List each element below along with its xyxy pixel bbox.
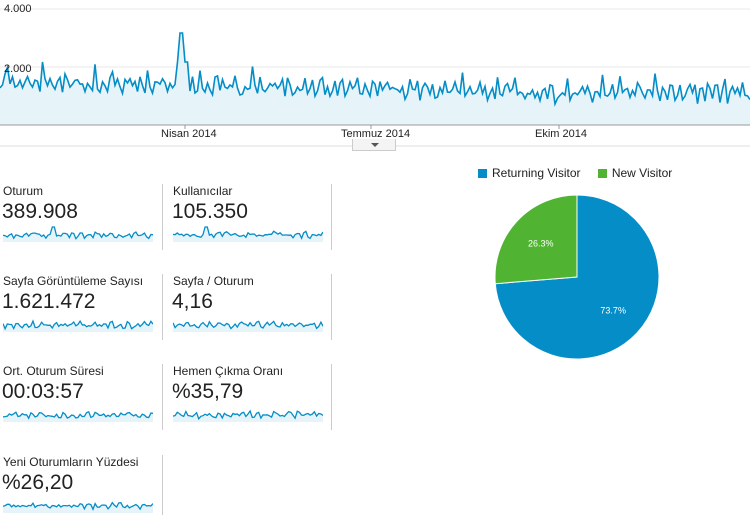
sparkline-line	[173, 409, 323, 421]
metric-label: Yeni Oturumların Yüzdesi	[3, 455, 139, 469]
y-tick-2000: 2.000	[4, 63, 32, 75]
metric-divider	[331, 184, 332, 250]
metric-label: Oturum	[3, 184, 44, 198]
chevron-down-icon	[371, 143, 379, 147]
metric-divider	[162, 184, 163, 250]
x-label-temmuz: Temmuz 2014	[341, 128, 411, 140]
metric-label: Ort. Oturum Süresi	[3, 364, 104, 378]
metric-divider	[331, 274, 332, 340]
sparkline-line	[3, 501, 153, 512]
sparkline-line	[3, 319, 153, 331]
sessions-timeline-chart	[0, 8, 750, 147]
sparkline	[173, 409, 323, 422]
metric-value: 105.350	[172, 200, 248, 223]
sparkline	[3, 319, 153, 332]
metric-value: 389.908	[2, 200, 78, 223]
metric-oturum[interactable]: Oturum 389.908	[0, 184, 158, 252]
sparkline-area	[3, 411, 153, 422]
visitor-type-pie-chart: 73.7% 26.3%	[494, 194, 660, 360]
x-label-nisan: Nisan 2014	[161, 128, 217, 140]
sparkline	[3, 501, 153, 513]
metric-value: %26,20	[2, 471, 74, 494]
y-tick-4000: 4.000	[4, 3, 32, 15]
sparkline-line	[173, 320, 323, 330]
metric-label: Sayfa / Oturum	[173, 274, 254, 288]
metric-ort-oturum-suresi[interactable]: Ort. Oturum Süresi 00:03:57	[0, 364, 158, 432]
legend-swatch	[478, 169, 487, 178]
sparkline	[3, 410, 153, 422]
legend-swatch	[597, 169, 607, 178]
metric-label: Sayfa Görüntüleme Sayısı	[3, 274, 144, 288]
pie-data-label: 73.7%	[600, 305, 626, 315]
metric-value: 4,16	[172, 290, 213, 313]
sparkline-area	[3, 321, 153, 332]
sparkline	[173, 320, 323, 332]
pie-data-label: 26.3%	[528, 239, 554, 249]
legend-item-returning-visitor[interactable]: Returning Visitor	[478, 166, 581, 180]
collapse-chart-button[interactable]	[352, 139, 396, 151]
sparkline-line	[173, 226, 323, 240]
metric-kullanicilar[interactable]: Kullanıcılar 105.350	[170, 184, 328, 252]
metric-sayfa-goruntuleme[interactable]: Sayfa Görüntüleme Sayısı 1.621.472	[0, 274, 158, 342]
legend-label: New Visitor	[611, 166, 673, 180]
metric-divider	[331, 364, 332, 430]
sparkline	[3, 226, 153, 242]
timeline-line	[0, 32, 750, 107]
sparkline-line	[3, 226, 153, 240]
legend-label: Returning Visitor	[492, 166, 581, 180]
metric-value: %35,79	[172, 380, 244, 403]
sparkline-area	[173, 411, 323, 422]
metric-hemen-cikma[interactable]: Hemen Çıkma Oranı %35,79	[170, 364, 328, 432]
metric-value: 00:03:57	[2, 380, 84, 403]
metric-divider	[162, 455, 163, 515]
timeline-area	[0, 33, 750, 125]
metric-label: Hemen Çıkma Oranı	[173, 364, 284, 378]
metric-label: Kullanıcılar	[173, 184, 233, 198]
metric-yeni-oturum-yuzdesi[interactable]: Yeni Oturumların Yüzdesi %26,20	[0, 455, 158, 523]
metric-divider	[162, 364, 163, 430]
metric-divider	[162, 274, 163, 340]
sparkline	[173, 226, 323, 242]
pie-legend: Returning Visitor New Visitor	[478, 166, 686, 180]
legend-item-new-visitor[interactable]: New Visitor	[597, 166, 673, 180]
sparkline-area	[173, 227, 323, 242]
metric-sayfa-oturum[interactable]: Sayfa / Oturum 4,16	[170, 274, 328, 342]
sparkline-line	[3, 410, 153, 420]
sparkline-area	[3, 227, 153, 242]
metric-value: 1.621.472	[2, 290, 96, 313]
pie-slice-new-visitor[interactable]	[494, 194, 578, 285]
x-label-ekim: Ekim 2014	[535, 128, 587, 140]
